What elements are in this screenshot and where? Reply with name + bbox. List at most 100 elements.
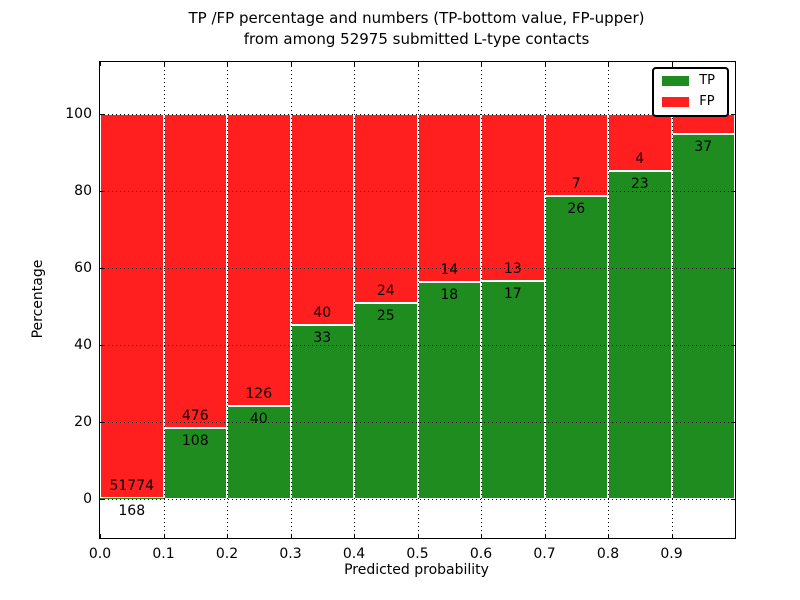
y-tick [100, 113, 104, 115]
x-tick [354, 62, 355, 66]
x-tick-label: 0.5 [406, 546, 429, 562]
x-gridline [671, 62, 673, 538]
y-tick-label: 20 [74, 414, 92, 431]
fp-count-label: 7 [571, 175, 581, 192]
y-tick-label: 60 [74, 260, 92, 277]
bar-fp-segment [417, 113, 481, 283]
tp-count-label: 168 [118, 502, 146, 519]
x-gridline [544, 62, 546, 538]
x-tick [608, 534, 609, 538]
tp-count-label: 23 [630, 176, 649, 193]
y-tick-label: 40 [74, 337, 92, 354]
x-gridline [163, 62, 165, 538]
x-gridline [227, 62, 228, 538]
bar-tp-segment [100, 497, 164, 500]
tp-count-label: 25 [376, 307, 395, 324]
fp-count-label: 14 [440, 262, 459, 279]
x-tick [100, 534, 101, 538]
x-tick [163, 62, 165, 66]
fp-legend-swatch [662, 97, 690, 107]
fp-count-label: 51774 [109, 477, 155, 494]
x-tick [481, 534, 482, 538]
y-axis-label: Percentage [30, 259, 46, 339]
bar-fp-segment [544, 113, 608, 196]
x-tick [290, 62, 292, 66]
y-tick-label: 100 [65, 105, 92, 122]
x-tick [227, 62, 228, 66]
tp-count-label: 37 [694, 138, 713, 155]
tp-count-label: 18 [440, 287, 459, 304]
x-tick [671, 62, 673, 66]
x-tick-label: 0.4 [342, 546, 366, 562]
bar-tp-segment [544, 195, 608, 500]
legend-item-tp: TP [662, 74, 715, 88]
x-tick-label: 0.9 [660, 546, 683, 562]
chart-title-line1: TP /FP percentage and numbers (TP-bottom… [188, 9, 645, 27]
x-tick-label: 0.1 [152, 546, 175, 562]
plot-area: TP FP 0 20 40 60 80 100 0.0 0.1 0.2 0.3 0.4 0.5 0.6 0… [65, 61, 736, 562]
bar-fp-segment [100, 113, 164, 498]
x-tick [227, 534, 228, 538]
x-tick [354, 534, 355, 538]
y-tick-label: 80 [74, 183, 92, 199]
fp-count-label: 126 [245, 386, 273, 403]
x-tick [417, 534, 419, 538]
y-tick [731, 499, 735, 501]
x-tick-label: 0.2 [215, 546, 239, 562]
x-tick [608, 62, 609, 66]
chart-title-line2: from among 52975 submitted L-type contac… [243, 30, 590, 48]
x-tick-label: 0.0 [88, 546, 112, 562]
bar-tp-segment [290, 325, 354, 500]
fp-count-label: 40 [313, 305, 332, 321]
x-gridline [354, 62, 355, 538]
y-tick [731, 191, 735, 192]
fp-count-label: 4 [635, 151, 645, 168]
bar-tp-segment [608, 171, 672, 500]
x-tick [481, 62, 482, 66]
x-gridline [417, 62, 419, 538]
bar-tp-segment [354, 302, 418, 500]
y-tick [100, 499, 104, 501]
x-tick-label: 0.3 [279, 546, 302, 562]
y-tick-label: 0 [83, 491, 92, 508]
tp-count-label: 40 [249, 411, 268, 428]
x-tick-label: 0.8 [596, 546, 620, 562]
y-tick [100, 268, 104, 270]
y-tick [731, 268, 735, 270]
chart-title: TP /FP percentage and numbers (TP-bottom… [99, 8, 734, 50]
bar-tp-segment [227, 406, 291, 500]
fp-count-label: 13 [503, 260, 522, 277]
y-tick [731, 113, 735, 115]
x-gridline [290, 62, 292, 538]
bar-tp-segment [417, 282, 481, 500]
bar-fp-segment [481, 113, 545, 281]
x-gridline [608, 62, 609, 538]
bar-fp-segment [354, 113, 418, 303]
x-tick [671, 534, 673, 538]
x-tick [417, 62, 419, 66]
x-tick [100, 62, 101, 66]
tp-legend-label: TP [699, 73, 715, 88]
bar-tp-segment [481, 280, 545, 500]
tp-count-label: 108 [181, 432, 209, 449]
fp-legend-label: FP [699, 94, 715, 109]
bar-fp-segment [227, 113, 291, 407]
x-tick-label: 0.7 [533, 546, 556, 562]
tp-count-label: 33 [313, 330, 332, 346]
x-tick [544, 534, 546, 538]
x-tick [163, 534, 165, 538]
tp-count-label: 26 [567, 200, 586, 217]
tp-count-label: 17 [503, 285, 522, 302]
y-tick [100, 422, 104, 424]
y-tick [100, 191, 104, 192]
bar-tp-segment [671, 133, 735, 500]
x-axis-label: Predicted probability [344, 562, 489, 578]
fp-count-label: 24 [376, 282, 395, 299]
fp-count-label: 476 [181, 407, 209, 424]
x-tick [290, 534, 292, 538]
y-tick [100, 345, 104, 347]
bar-fp-segment [290, 113, 354, 325]
y-tick [731, 422, 735, 424]
x-gridline [481, 62, 482, 538]
